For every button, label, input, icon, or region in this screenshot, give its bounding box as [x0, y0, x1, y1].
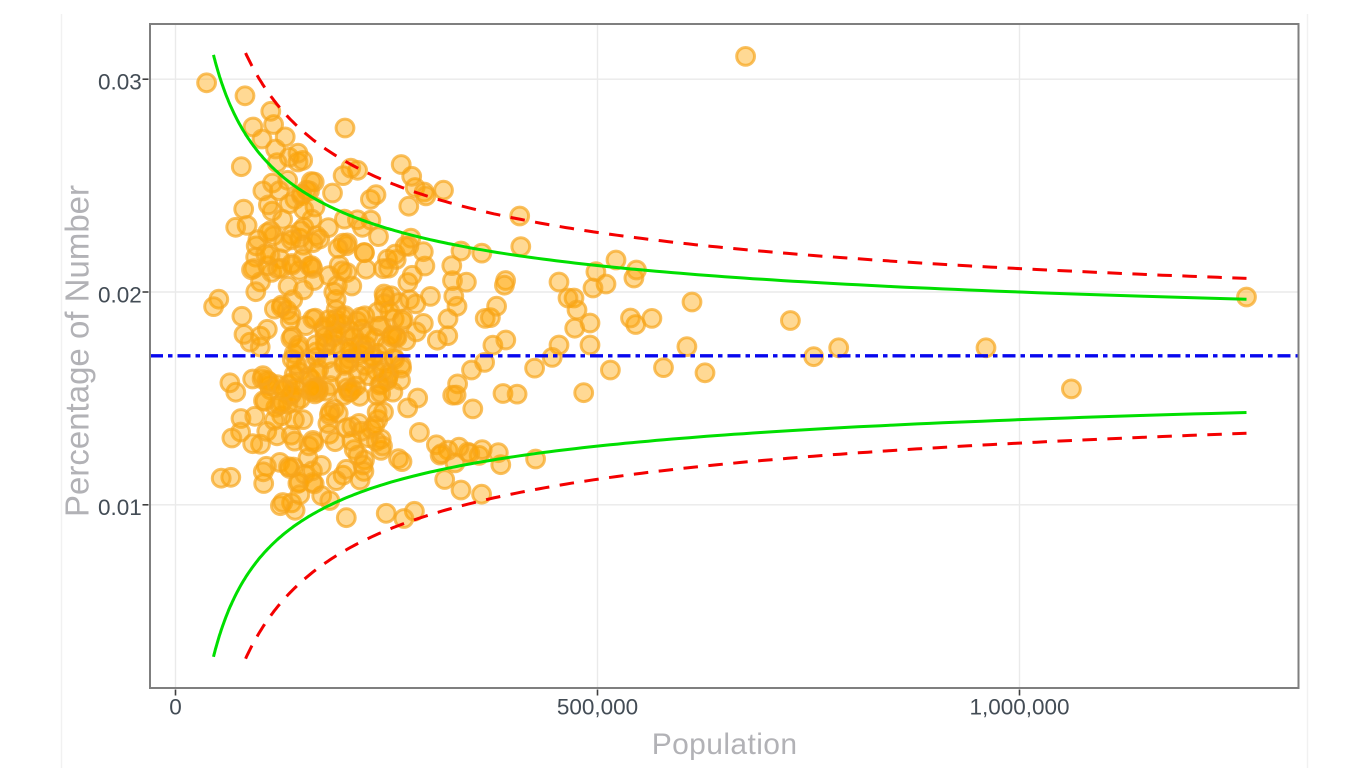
svg-text:0.02: 0.02: [98, 282, 142, 307]
svg-text:Percentage of Number: Percentage of Number: [59, 185, 96, 517]
svg-text:Population: Population: [652, 728, 798, 761]
svg-text:0.03: 0.03: [98, 70, 142, 95]
svg-text:1,000,000: 1,000,000: [969, 695, 1069, 720]
svg-text:0: 0: [169, 695, 182, 720]
svg-text:500,000: 500,000: [557, 695, 638, 720]
svg-text:0.01: 0.01: [98, 495, 142, 520]
